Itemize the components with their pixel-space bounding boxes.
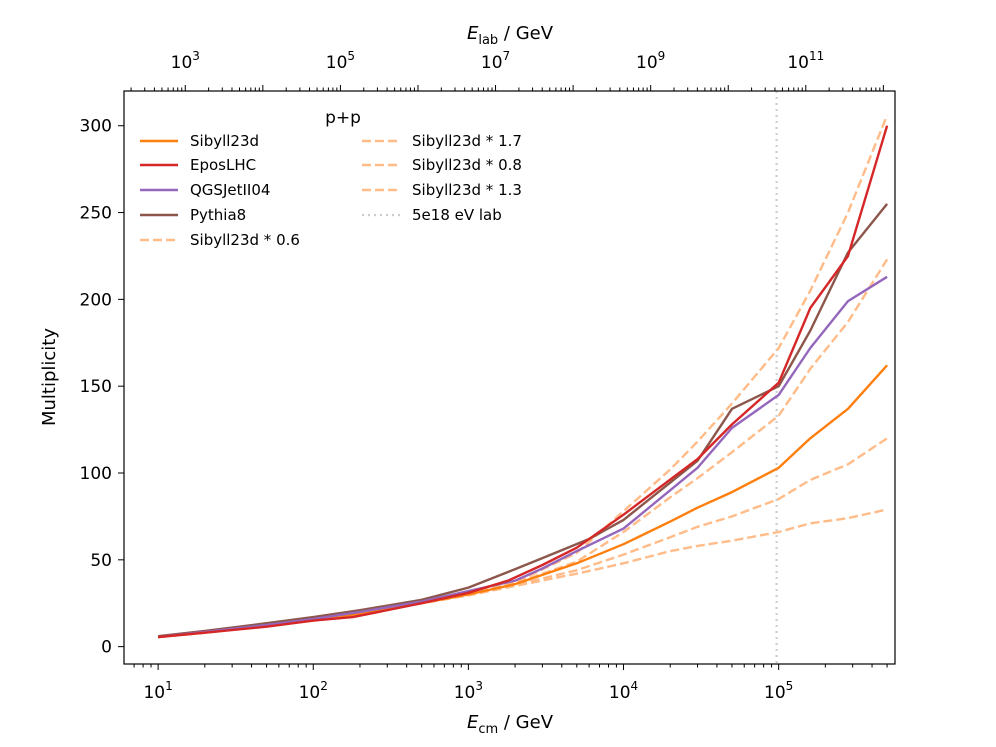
series-line-eposlhc — [157, 125, 889, 639]
plot-area — [124, 91, 895, 664]
legend-label: Sibyll23d — [190, 132, 259, 150]
top-tick-label: 103 — [171, 49, 200, 73]
x-tick-label: 101 — [143, 679, 172, 703]
x-axis-title: Ecm / GeV — [467, 712, 554, 737]
x-tick-label: 104 — [609, 679, 638, 703]
y-tick-label: 200 — [80, 290, 112, 310]
series-line-sibyll23d-1-7 — [157, 114, 889, 639]
legend-label: Sibyll23d * 0.8 — [412, 156, 522, 174]
legend-label: Pythia8 — [190, 206, 246, 224]
top-axis-title: Elab / GeV — [467, 23, 554, 48]
series-line-qgsjetii04 — [157, 275, 888, 639]
series-line-sibyll23d-1-3 — [157, 258, 889, 639]
y-tick-label: 0 — [101, 638, 112, 658]
top-axis-title-unit: / GeV — [498, 23, 554, 44]
y-tick-label: 300 — [80, 117, 112, 137]
top-tick-label: 1011 — [787, 49, 824, 73]
series-line-sibyll23d-0-6 — [157, 508, 888, 639]
top-axis-title-main: E — [467, 23, 479, 44]
series-line-pythia8 — [157, 203, 889, 638]
x-axis-title-sub: cm — [478, 722, 498, 737]
legend-label: QGSJetII04 — [190, 181, 270, 199]
legend-title: p+p — [325, 108, 361, 128]
x-tick-label: 103 — [454, 679, 483, 703]
top-axis-title-sub: lab — [478, 33, 498, 48]
x-tick-label: 105 — [764, 679, 793, 703]
y-axis-title: Multiplicity — [39, 328, 60, 426]
x-tick-label: 102 — [299, 679, 328, 703]
series-line-sibyll23d-0-8 — [157, 437, 888, 639]
legend-label: Sibyll23d * 1.3 — [412, 181, 522, 199]
x-axis-title-main: E — [467, 712, 479, 733]
top-tick-label: 107 — [481, 49, 510, 73]
legend-label: Sibyll23d * 1.7 — [412, 132, 522, 150]
legend-label: 5e18 eV lab — [412, 206, 502, 224]
y-tick-label: 100 — [80, 464, 112, 484]
y-tick-label: 250 — [80, 204, 112, 224]
plot-frame — [123, 90, 896, 665]
y-tick-label: 50 — [90, 551, 112, 571]
y-tick-label: 150 — [80, 377, 112, 397]
legend-label: EposLHC — [190, 156, 256, 174]
x-axis-title-unit: / GeV — [498, 712, 554, 733]
top-tick-label: 105 — [326, 49, 355, 73]
legend-label: Sibyll23d * 0.6 — [190, 231, 300, 249]
top-tick-label: 109 — [636, 49, 665, 73]
